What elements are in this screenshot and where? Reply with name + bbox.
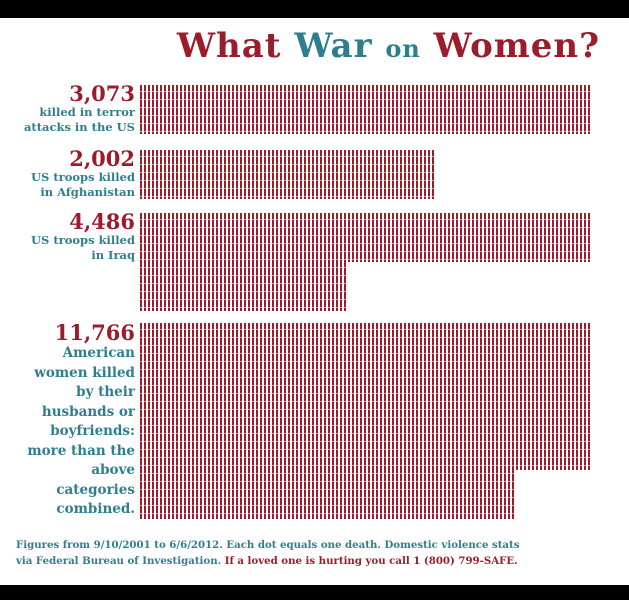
title-word-war: War: [294, 26, 373, 66]
category-label-women-line-4: husbands or: [41, 403, 135, 420]
category-label-women-line-1: American: [62, 345, 135, 361]
title-word-what: What: [176, 26, 282, 66]
value-label-afghanistan: 2,002: [69, 146, 135, 171]
category-label-terror-line-1: killed in terror: [39, 105, 135, 119]
category-label-women-line-9: combined.: [56, 501, 135, 517]
page-title: What War on Women?: [0, 26, 600, 66]
footnote-line-2: via Federal Bureau of Investigation. If …: [16, 553, 616, 569]
category-label-afghanistan-line-2: in Afghanistan: [40, 185, 135, 199]
category-label-women-line-8: categories: [56, 481, 135, 498]
value-label-women: 11,766: [54, 320, 135, 345]
category-label-women-line-7: above: [91, 462, 135, 478]
label-afghanistan: 2,002 US troops killed in Afghanistan: [17, 148, 135, 200]
footnote-source: via Federal Bureau of Investigation.: [16, 555, 222, 567]
title-word-women: Women?: [433, 26, 600, 66]
label-iraq: 4,486 US troops killed in Iraq: [17, 211, 135, 263]
category-label-afghanistan-line-1: US troops killed: [31, 170, 135, 184]
footnote-line-1: Figures from 9/10/2001 to 6/6/2012. Each…: [16, 539, 520, 551]
footnote-hotline: If a loved one is hurting you call 1 (80…: [224, 555, 518, 567]
label-terror: 3,073 killed in terror attacks in the US: [17, 83, 135, 135]
category-label-iraq-line-1: US troops killed: [31, 233, 135, 247]
category-label-women-line-3: by their: [76, 384, 135, 400]
value-label-iraq: 4,486: [69, 209, 135, 234]
category-label-women-line-2: women killed: [34, 364, 135, 381]
category-label-iraq-line-2: in Iraq: [91, 248, 135, 262]
value-label-terror: 3,073: [69, 81, 135, 106]
category-label-women-line-6: more than the: [27, 442, 135, 459]
category-label-women-line-5: boyfriends:: [50, 423, 135, 439]
label-women: 11,766 American women killed by their hu…: [17, 322, 135, 520]
category-label-terror-line-2: attacks in the US: [23, 120, 135, 134]
title-word-on: on: [385, 34, 421, 63]
footnote: Figures from 9/10/2001 to 6/6/2012. Each…: [16, 537, 616, 569]
